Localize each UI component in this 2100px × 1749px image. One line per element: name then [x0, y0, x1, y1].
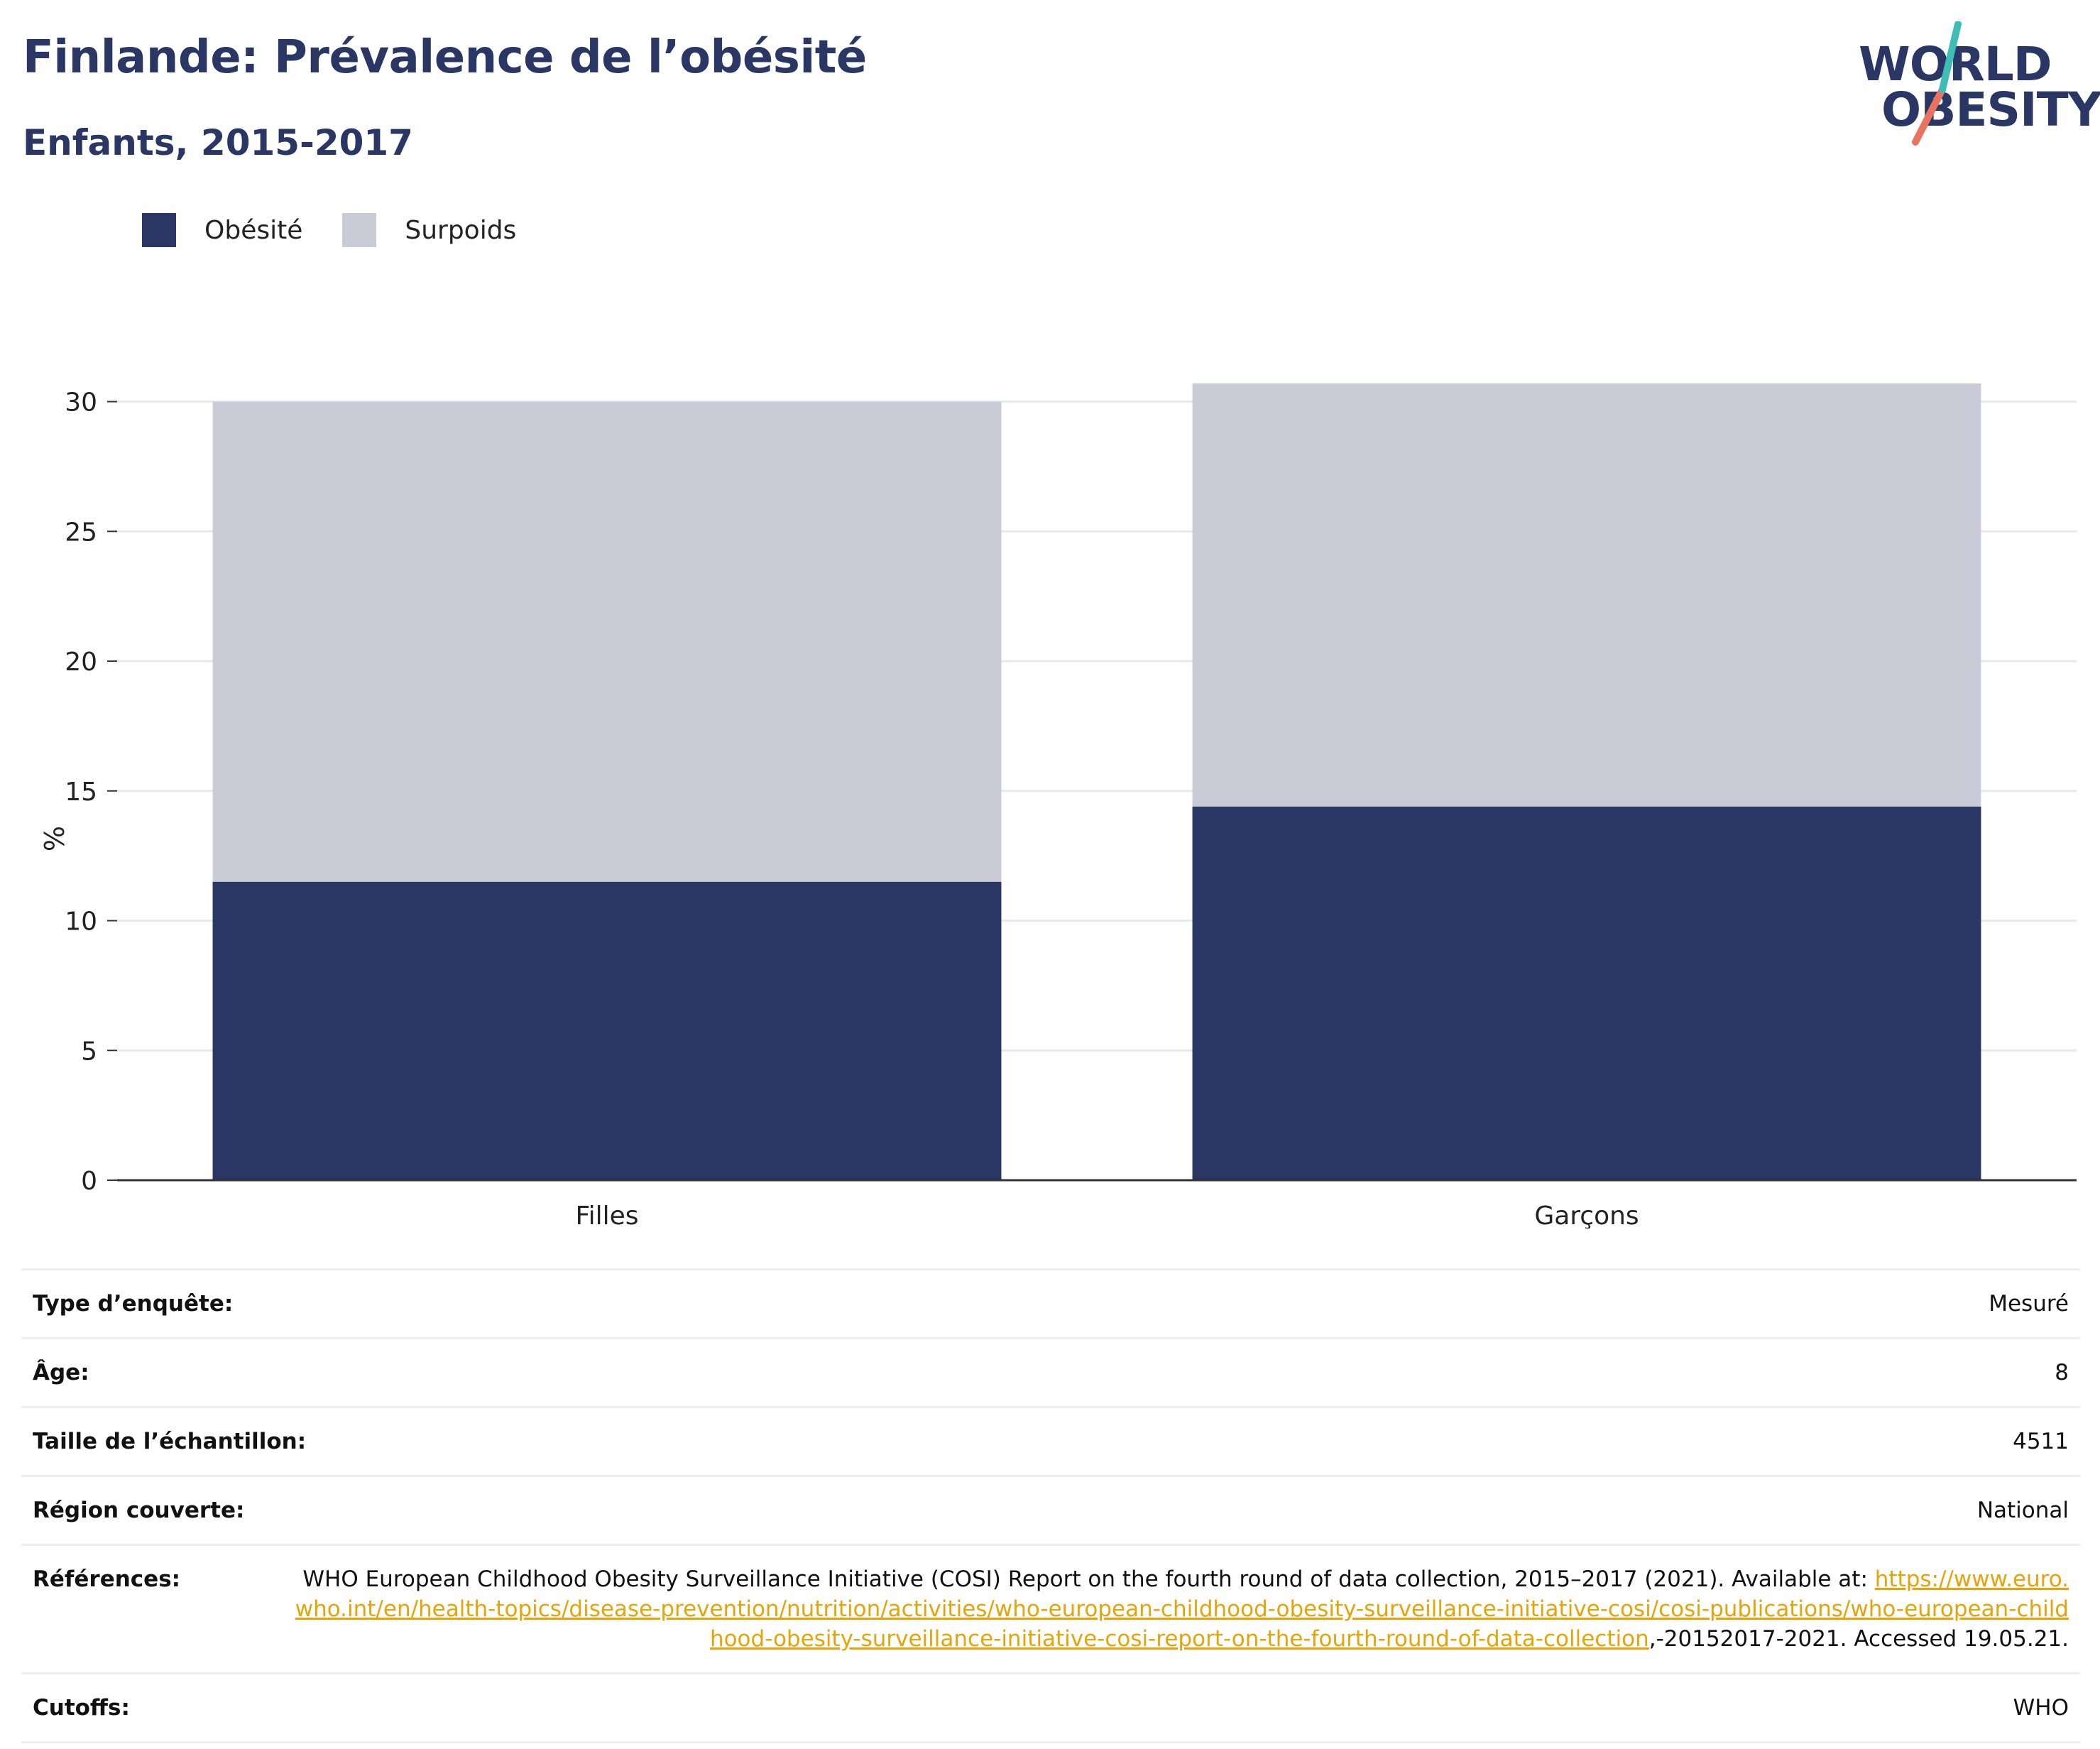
bar-filles-ob-sit-[interactable]	[212, 881, 1002, 1180]
stacked-bar-chart: 0 5 10 15 20 25 30 Filles Garçons %	[38, 383, 2077, 1228]
y-tick-label: 0	[81, 1167, 97, 1196]
legend-item-surpoids[interactable]: Surpoids	[342, 213, 516, 247]
meta-row-sample-size: Taille de l’échantillon: 4511	[21, 1406, 2080, 1475]
y-tick-label: 5	[81, 1037, 97, 1066]
chart-legend: Obésité Surpoids	[142, 213, 556, 247]
y-tick-label: 20	[65, 648, 97, 677]
logo-slash-icon	[1912, 21, 1962, 146]
legend-item-obesite[interactable]: Obésité	[142, 213, 302, 247]
meta-row-references: Références: WHO European Childhood Obesi…	[21, 1544, 2080, 1672]
meta-row-region: Région couverte: National	[21, 1475, 2080, 1544]
world-obesity-logo: WORLD OBESITY	[1853, 21, 2100, 149]
x-tick-label: Filles	[576, 1202, 639, 1228]
y-tick-label: 30	[65, 388, 97, 418]
meta-value-references: WHO European Childhood Obesity Surveilla…	[294, 1564, 2069, 1654]
y-axis-title: %	[38, 826, 69, 851]
meta-key-age: Âge:	[33, 1360, 89, 1385]
legend-swatch-obesite	[142, 213, 176, 247]
page-subtitle: Enfants, 2015-2017	[23, 122, 413, 163]
meta-row-survey-type: Type d’enquête: Mesuré	[21, 1268, 2080, 1337]
logo-word-obesity: OBESITY	[1881, 82, 2100, 137]
meta-row-cutoffs: Cutoffs: WHO	[21, 1672, 2080, 1743]
reference-text-before: WHO European Childhood Obesity Surveilla…	[302, 1567, 1875, 1592]
bar-filles-surpoids[interactable]	[212, 401, 1002, 882]
meta-key-region: Région couverte:	[33, 1498, 245, 1523]
y-tick-label: 10	[65, 908, 97, 937]
meta-row-age: Âge: 8	[21, 1337, 2080, 1406]
x-tick-label: Garçons	[1534, 1202, 1639, 1228]
meta-value-region: National	[1976, 1498, 2069, 1523]
reference-text-after: ,-20152017-2021. Accessed 19.05.21.	[1648, 1626, 2069, 1652]
meta-key-cutoffs: Cutoffs:	[33, 1695, 130, 1721]
meta-key-survey-type: Type d’enquête:	[33, 1291, 234, 1317]
meta-key-sample-size: Taille de l’échantillon:	[33, 1429, 307, 1454]
meta-value-age: 8	[2055, 1360, 2069, 1385]
meta-value-cutoffs: WHO	[2013, 1695, 2069, 1721]
reference-link[interactable]: https://www.euro.who.int/en/health-topic…	[295, 1567, 2069, 1652]
page-title: Finlande: Prévalence de l’obésité	[23, 31, 867, 84]
bar-gar-ons-surpoids[interactable]	[1192, 383, 1981, 807]
legend-label-surpoids: Surpoids	[405, 215, 517, 245]
legend-label-obesite: Obésité	[204, 215, 303, 245]
legend-swatch-surpoids	[342, 213, 377, 247]
y-tick-label: 15	[65, 778, 97, 807]
y-tick-label: 25	[65, 518, 97, 547]
bar-gar-ons-ob-sit-[interactable]	[1192, 806, 1981, 1180]
chart-axes: 0 5 10 15 20 25 30 Filles Garçons	[65, 388, 2077, 1228]
meta-value-sample-size: 4511	[2013, 1429, 2069, 1454]
meta-value-survey-type: Mesuré	[1989, 1291, 2069, 1317]
chart-bars	[212, 383, 1981, 1180]
meta-key-references: Références:	[33, 1567, 181, 1592]
metadata-table: Type d’enquête: Mesuré Âge: 8 Taille de …	[21, 1268, 2080, 1743]
